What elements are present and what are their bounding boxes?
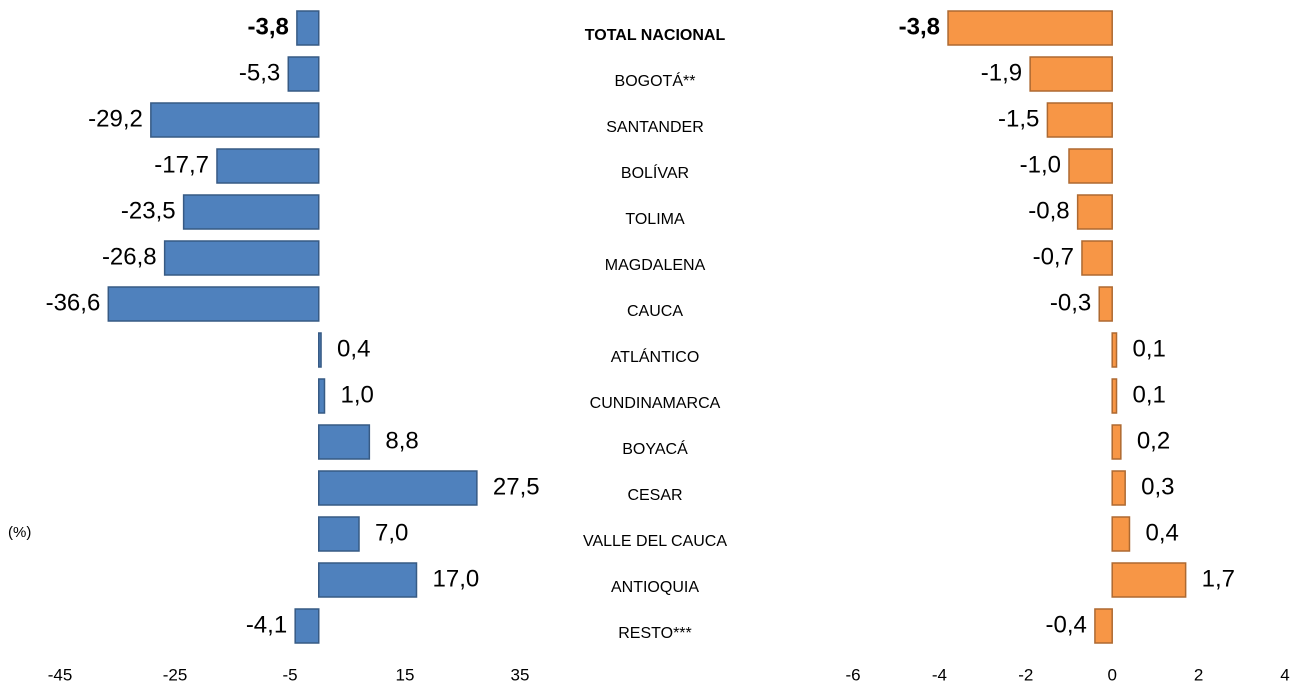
bar (1081, 240, 1113, 276)
category-label: CESAR (627, 487, 682, 504)
category-label: CAUCA (627, 303, 683, 320)
bar (287, 56, 320, 92)
value-label: 1,7 (1202, 565, 1235, 592)
category-label: SANTANDER (606, 119, 704, 136)
value-label: -1,5 (998, 105, 1039, 132)
value-label: 0,3 (1141, 473, 1174, 500)
value-label: 0,2 (1137, 427, 1170, 454)
bar (318, 516, 360, 552)
value-label: -1,0 (1020, 151, 1061, 178)
value-label: 27,5 (493, 473, 540, 500)
value-label: -5,3 (239, 59, 280, 86)
bar (107, 286, 320, 322)
bar (1046, 102, 1113, 138)
category-label: BOLÍVAR (621, 163, 689, 182)
x-tick-label: -25 (163, 665, 188, 684)
x-tick-label: -4 (932, 665, 947, 684)
value-label: 0,4 (337, 335, 370, 362)
value-label: -29,2 (88, 105, 143, 132)
bar (1111, 562, 1187, 598)
value-label: -17,7 (154, 151, 209, 178)
bar (1076, 194, 1113, 230)
value-label: 17,0 (433, 565, 480, 592)
bar (1111, 332, 1118, 368)
category-label: RESTO*** (618, 625, 692, 642)
category-label: ANTIOQUIA (611, 579, 699, 596)
bar (1111, 516, 1131, 552)
value-label: -36,6 (46, 289, 101, 316)
x-tick-label: -2 (1018, 665, 1033, 684)
category-label: BOYACÁ (622, 439, 688, 458)
bar (318, 332, 322, 368)
x-tick-label: 4 (1280, 665, 1289, 684)
bar (163, 240, 320, 276)
value-label: 1,0 (341, 381, 374, 408)
x-tick-label: -6 (845, 665, 860, 684)
category-label: CUNDINAMARCA (590, 395, 721, 412)
bar (318, 424, 371, 460)
value-label: -3,8 (899, 13, 940, 40)
bar (150, 102, 320, 138)
category-label: TOLIMA (625, 211, 685, 228)
bar (1111, 424, 1122, 460)
bar (947, 10, 1113, 46)
bar (1111, 470, 1126, 506)
value-label: -4,1 (246, 611, 287, 638)
unit-annotation: (%) (8, 524, 31, 541)
value-label: -0,4 (1046, 611, 1087, 638)
bar (296, 10, 320, 46)
category-label: BOGOTÁ** (615, 71, 696, 90)
value-label: -1,9 (981, 59, 1022, 86)
bar (294, 608, 320, 644)
category-label: MAGDALENA (605, 257, 706, 274)
bar (1068, 148, 1113, 184)
bar (318, 378, 326, 414)
bar (1098, 286, 1113, 322)
x-tick-label: -5 (282, 665, 297, 684)
category-label: TOTAL NACIONAL (585, 27, 726, 44)
value-label: -0,8 (1028, 197, 1069, 224)
category-label: VALLE DEL CAUCA (583, 533, 727, 550)
value-label: -3,8 (248, 13, 289, 40)
bar (318, 562, 418, 598)
value-label: -0,7 (1033, 243, 1074, 270)
bar (182, 194, 320, 230)
value-label: -26,8 (102, 243, 157, 270)
x-tick-label: 15 (396, 665, 415, 684)
value-label: 7,0 (375, 519, 408, 546)
bar (1111, 378, 1118, 414)
value-label: 0,1 (1133, 335, 1166, 362)
x-tick-label: 35 (511, 665, 530, 684)
category-label: ATLÁNTICO (611, 347, 700, 366)
bar (318, 470, 478, 506)
value-label: 8,8 (385, 427, 418, 454)
value-label: -0,3 (1050, 289, 1091, 316)
bar (216, 148, 320, 184)
bar (1094, 608, 1113, 644)
x-tick-label: 0 (1107, 665, 1116, 684)
value-label: -23,5 (121, 197, 176, 224)
bar (1029, 56, 1113, 92)
value-label: 0,4 (1145, 519, 1178, 546)
x-tick-label: 2 (1194, 665, 1203, 684)
x-tick-label: -45 (48, 665, 73, 684)
value-label: 0,1 (1133, 381, 1166, 408)
